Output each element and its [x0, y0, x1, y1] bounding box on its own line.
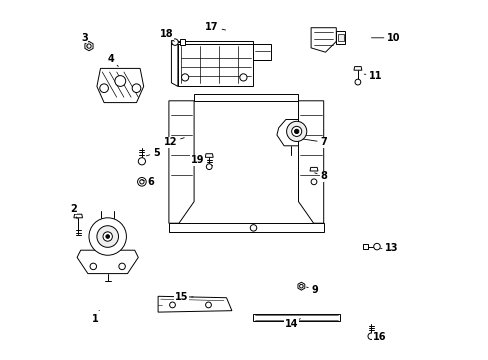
Circle shape — [310, 179, 316, 185]
Polygon shape — [253, 44, 270, 60]
Circle shape — [367, 333, 374, 339]
Circle shape — [205, 302, 211, 308]
Circle shape — [115, 76, 125, 86]
Text: 14: 14 — [284, 319, 300, 329]
Text: 4: 4 — [108, 54, 118, 67]
Polygon shape — [336, 31, 345, 44]
Polygon shape — [253, 314, 339, 321]
Circle shape — [87, 44, 91, 48]
Text: 13: 13 — [380, 243, 398, 253]
Text: 16: 16 — [372, 332, 386, 342]
Polygon shape — [74, 214, 82, 218]
Polygon shape — [171, 41, 178, 86]
Polygon shape — [168, 101, 194, 223]
Polygon shape — [298, 101, 323, 223]
Circle shape — [97, 226, 118, 247]
Circle shape — [354, 79, 360, 85]
Polygon shape — [171, 41, 253, 44]
Circle shape — [286, 121, 306, 141]
Text: 19: 19 — [190, 155, 208, 165]
Text: 2: 2 — [70, 204, 77, 219]
Circle shape — [181, 74, 188, 81]
Polygon shape — [353, 67, 361, 70]
Polygon shape — [178, 44, 253, 86]
Circle shape — [140, 180, 144, 184]
Polygon shape — [158, 296, 231, 312]
Polygon shape — [85, 41, 93, 51]
Circle shape — [138, 158, 145, 165]
Circle shape — [239, 74, 246, 81]
Circle shape — [137, 177, 146, 186]
Text: 11: 11 — [364, 71, 382, 81]
Polygon shape — [309, 167, 317, 171]
Text: 7: 7 — [303, 137, 326, 147]
Circle shape — [89, 218, 126, 255]
Circle shape — [100, 84, 108, 93]
Circle shape — [103, 232, 112, 241]
Polygon shape — [97, 68, 143, 103]
Circle shape — [294, 129, 298, 134]
Text: 6: 6 — [142, 177, 154, 187]
Circle shape — [299, 284, 303, 288]
Circle shape — [132, 84, 141, 93]
Text: 5: 5 — [146, 148, 160, 158]
Circle shape — [119, 263, 125, 270]
Text: 10: 10 — [371, 33, 400, 43]
Circle shape — [106, 235, 109, 238]
Polygon shape — [168, 223, 323, 232]
Text: 1: 1 — [92, 310, 99, 324]
Text: 18: 18 — [160, 29, 174, 41]
Text: 3: 3 — [81, 33, 88, 46]
Circle shape — [373, 243, 380, 250]
Polygon shape — [297, 282, 304, 290]
Polygon shape — [310, 28, 336, 52]
Polygon shape — [205, 154, 213, 157]
Polygon shape — [179, 39, 185, 45]
Circle shape — [169, 302, 175, 308]
Polygon shape — [194, 94, 298, 101]
Polygon shape — [337, 34, 343, 41]
Circle shape — [206, 164, 212, 170]
Circle shape — [291, 126, 301, 136]
Polygon shape — [363, 244, 367, 249]
Circle shape — [250, 225, 256, 231]
Text: 9: 9 — [306, 285, 317, 295]
Text: 17: 17 — [205, 22, 225, 32]
Circle shape — [171, 39, 178, 45]
Polygon shape — [276, 120, 316, 146]
Circle shape — [90, 263, 96, 270]
Text: 8: 8 — [314, 171, 326, 181]
Polygon shape — [77, 250, 138, 274]
Text: 15: 15 — [174, 292, 193, 302]
Text: 12: 12 — [163, 137, 184, 147]
